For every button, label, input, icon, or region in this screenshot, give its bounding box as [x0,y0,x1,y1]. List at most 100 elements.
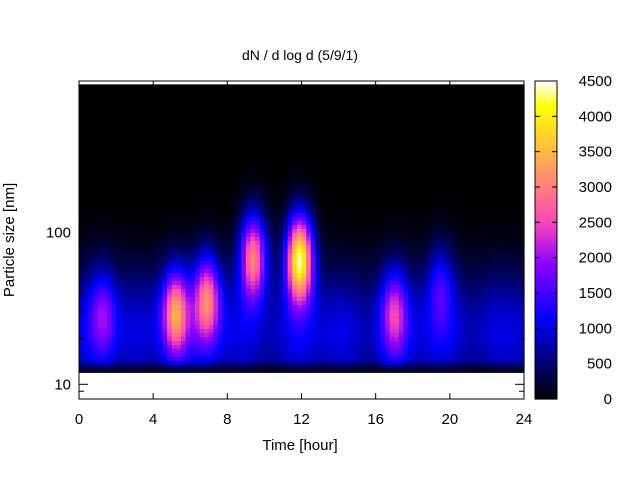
heatmap-cell [83,316,89,321]
heatmap-cell [315,176,321,181]
heatmap-cell [97,216,103,221]
heatmap-cell [310,300,317,305]
heatmap-cell [83,368,89,373]
heatmap-cell [287,108,293,113]
heatmap-cell [176,88,182,93]
heatmap-cell [380,328,386,333]
heatmap-cell [171,168,177,173]
heatmap-cell [222,364,228,369]
heatmap-cell [301,184,307,189]
heatmap-cell [213,308,219,313]
heatmap-cell [384,364,391,369]
heatmap-cell [255,276,261,281]
heatmap-cell [79,212,85,217]
heatmap-cell [134,368,140,373]
heatmap-cell [236,336,242,341]
heatmap-cell [352,356,358,361]
heatmap-cell [255,304,261,309]
heatmap-cell [329,224,335,229]
heatmap-cell [255,168,261,173]
heatmap-cell [97,96,103,101]
heatmap-cell [264,152,270,157]
heatmap-cell [139,232,145,237]
heatmap-cell [375,172,381,177]
heatmap-cell [394,284,400,289]
heatmap-cell [273,204,279,209]
heatmap-cell [394,168,400,173]
heatmap-cell [190,180,196,185]
heatmap-cell [143,352,150,357]
heatmap-cell [278,364,284,369]
heatmap-cell [171,240,177,245]
heatmap-cell [180,108,187,113]
heatmap-cell [292,336,298,341]
heatmap-cell [310,276,317,281]
heatmap-cell [389,152,395,157]
heatmap-cell [306,132,312,137]
heatmap-cell [241,296,247,301]
heatmap-cell [236,116,242,121]
heatmap-cell [102,164,108,169]
heatmap-cell [148,84,154,89]
heatmap-cell [125,108,131,113]
heatmap-cell [171,96,177,101]
heatmap-cell [343,192,349,197]
heatmap-cell [278,160,284,165]
heatmap-cell [185,256,191,261]
heatmap-cell [204,88,210,93]
heatmap-cell [194,316,201,321]
heatmap-cell [343,236,349,241]
heatmap-cell [361,288,367,293]
heatmap-cell [324,244,330,249]
heatmap-cell [278,244,284,249]
heatmap-cell [278,228,284,233]
heatmap-cell [292,160,298,165]
heatmap-cell [338,124,344,129]
heatmap-cell [310,248,317,253]
heatmap-cell [222,252,228,257]
heatmap-cell [185,148,191,153]
heatmap-cell [102,172,108,177]
heatmap-cell [278,156,284,161]
heatmap-cell [352,300,358,305]
heatmap-cell [241,344,247,349]
heatmap-cell [343,220,349,225]
heatmap-cell [120,160,126,165]
heatmap-cell [106,360,113,365]
heatmap-cell [347,184,354,189]
heatmap-cell [241,216,247,221]
heatmap-cell [352,352,358,357]
heatmap-cell [227,160,233,165]
heatmap-cell [218,224,224,229]
heatmap-cell [259,160,266,165]
heatmap-cell [97,288,103,293]
heatmap-cell [255,344,261,349]
heatmap-cell [139,192,145,197]
heatmap-cell [269,116,275,121]
heatmap-cell [218,200,224,205]
heatmap-cell [384,100,391,105]
heatmap-cell [106,200,113,205]
heatmap-cell [143,284,150,289]
heatmap-cell [269,152,275,157]
heatmap-cell [241,328,247,333]
heatmap-cell [134,356,140,361]
heatmap-cell [227,140,233,145]
heatmap-cell [310,264,317,269]
heatmap-cell [143,340,150,345]
heatmap-cell [375,256,381,261]
heatmap-cell [278,368,284,373]
heatmap-cell [102,148,108,153]
heatmap-cell [371,136,377,141]
heatmap-cell [153,356,159,361]
heatmap-cell [241,120,247,125]
heatmap-cell [222,344,228,349]
heatmap-cell [255,300,261,305]
heatmap-cell [185,196,191,201]
heatmap-cell [384,200,391,205]
heatmap-cell [287,120,293,125]
heatmap-cell [394,84,400,89]
heatmap-cell [338,204,344,209]
heatmap-cell [236,236,242,241]
heatmap-cell [315,320,321,325]
